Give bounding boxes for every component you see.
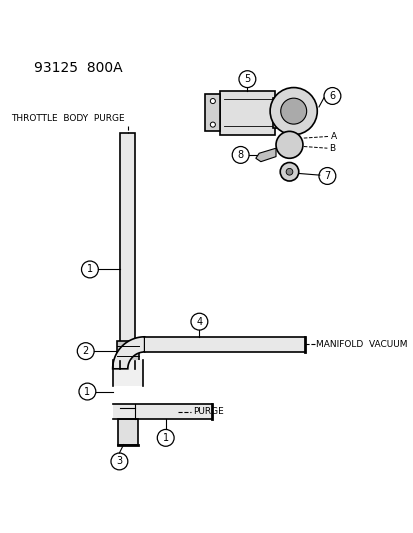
Polygon shape	[220, 91, 275, 135]
Polygon shape	[280, 131, 300, 135]
Circle shape	[269, 87, 316, 135]
Polygon shape	[120, 133, 135, 345]
Text: 1: 1	[162, 433, 169, 443]
Polygon shape	[273, 98, 293, 128]
Circle shape	[280, 98, 306, 124]
Polygon shape	[112, 360, 142, 386]
Text: 3: 3	[116, 456, 122, 466]
Text: 6: 6	[329, 91, 335, 101]
Text: 1: 1	[87, 264, 93, 274]
Polygon shape	[205, 94, 220, 131]
Text: 93125  800A: 93125 800A	[33, 61, 122, 75]
Text: PURGE: PURGE	[192, 407, 223, 416]
Polygon shape	[112, 404, 211, 419]
Text: MANIFOLD  VACUUM: MANIFOLD VACUUM	[316, 340, 407, 349]
Text: 1: 1	[84, 386, 90, 397]
Text: THROTTLE  BODY  PURGE: THROTTLE BODY PURGE	[11, 114, 124, 123]
Polygon shape	[120, 361, 135, 369]
Circle shape	[210, 99, 215, 103]
Text: 5: 5	[244, 74, 250, 84]
Text: 2: 2	[82, 346, 89, 356]
Text: B: B	[328, 144, 335, 152]
Circle shape	[285, 168, 292, 175]
Polygon shape	[112, 337, 144, 369]
Polygon shape	[116, 341, 138, 361]
Circle shape	[210, 122, 215, 127]
Circle shape	[275, 131, 302, 158]
Text: 8: 8	[237, 150, 243, 160]
Polygon shape	[144, 337, 304, 352]
Polygon shape	[117, 419, 138, 445]
Text: 4: 4	[196, 317, 202, 327]
Text: 7: 7	[323, 171, 330, 181]
Circle shape	[280, 163, 298, 181]
Text: A: A	[330, 132, 336, 141]
Polygon shape	[255, 148, 275, 161]
